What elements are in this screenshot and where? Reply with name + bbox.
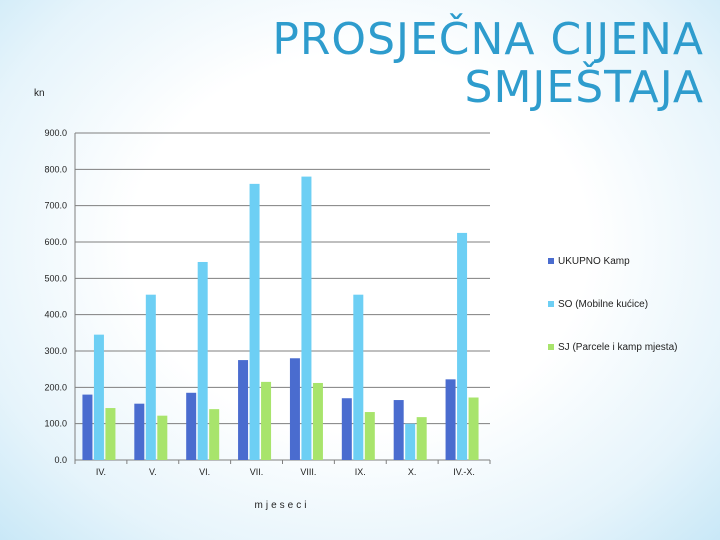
legend-item: UKUPNO Kamp	[548, 254, 677, 268]
bar	[457, 232, 468, 460]
y-tick-label: 100.0	[44, 419, 67, 429]
x-tick-label: IV.	[96, 467, 106, 477]
legend-label: UKUPNO Kamp	[558, 255, 630, 267]
y-axis-unit-label: kn	[34, 88, 45, 99]
chart-legend: UKUPNO Kamp SO (Mobilne kućice) SJ (Parcel…	[548, 254, 677, 383]
bar	[197, 261, 208, 460]
legend-swatch	[548, 301, 554, 307]
y-tick-label: 400.0	[44, 310, 67, 320]
y-tick-label: 600.0	[44, 237, 67, 247]
x-tick-label: V.	[149, 467, 157, 477]
chart-title-line1: PROSJEČNA CIJENA	[272, 14, 704, 65]
bar	[353, 294, 364, 460]
y-tick-label: 0.0	[54, 455, 67, 465]
bar	[105, 408, 116, 460]
bar	[341, 398, 352, 460]
bar	[364, 412, 375, 460]
x-tick-label: IV.-X.	[453, 467, 475, 477]
x-tick-label: IX.	[355, 467, 366, 477]
bar	[186, 392, 197, 460]
bar	[405, 423, 416, 460]
legend-label: SJ (Parcele i kamp mjesta)	[558, 341, 678, 353]
legend-swatch	[548, 258, 554, 264]
x-tick-label: X.	[408, 467, 417, 477]
chart-title: PROSJEČNA CIJENA SMJEŠTAJA	[272, 16, 704, 112]
x-tick-label: VIII.	[300, 467, 316, 477]
y-tick-label: 500.0	[44, 273, 67, 283]
bar	[468, 397, 479, 460]
bar	[134, 403, 145, 460]
bar	[238, 360, 249, 460]
bar	[393, 400, 404, 460]
x-tick-label: VII.	[250, 467, 264, 477]
x-axis-title: mjeseci	[255, 500, 310, 511]
chart-title-line2: SMJEŠTAJA	[464, 62, 704, 113]
bar	[289, 358, 300, 460]
bar	[157, 415, 168, 460]
legend-label: SO (Mobilne kućice)	[558, 298, 649, 310]
legend-swatch	[548, 344, 554, 350]
bar	[249, 183, 260, 460]
bar	[445, 379, 456, 460]
bar	[82, 394, 93, 460]
y-tick-label: 800.0	[44, 164, 67, 174]
y-tick-label: 300.0	[44, 346, 67, 356]
legend-item: SO (Mobilne kućice)	[548, 297, 677, 311]
legend-item: SJ (Parcele i kamp mjesta)	[548, 340, 677, 354]
bar	[301, 176, 312, 460]
y-tick-label: 700.0	[44, 201, 67, 211]
y-tick-label: 200.0	[44, 382, 67, 392]
x-tick-label: VI.	[199, 467, 210, 477]
bar	[312, 382, 323, 460]
bar	[209, 409, 220, 460]
bar	[416, 417, 427, 460]
bar	[261, 381, 272, 460]
bar	[93, 334, 104, 460]
y-tick-label: 900.0	[44, 128, 67, 138]
bar	[145, 294, 156, 460]
